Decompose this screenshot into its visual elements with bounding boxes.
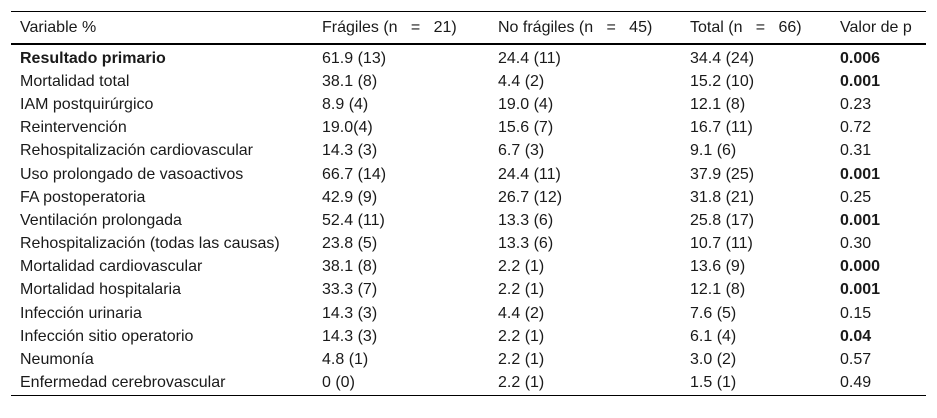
- cell-fragiles: 4.8 (1): [322, 351, 369, 369]
- header-valor-de-p: Valor de p: [840, 11, 926, 45]
- cell-fragiles: 14.3 (3): [322, 327, 378, 345]
- cell-fragiles: 23.8 (5): [322, 235, 378, 253]
- cell-fragiles: 52.4 (11): [322, 211, 385, 229]
- cell-total: 37.9 (25): [690, 165, 755, 183]
- cell-no-fragiles: 2.2 (1): [498, 351, 545, 369]
- table-header-row: Variable % Frágiles (n = 21) No frágiles…: [11, 11, 926, 45]
- cell-p-value: 0.001: [840, 281, 881, 299]
- header-total: Total (n = 66): [690, 11, 840, 45]
- cell-fragiles: 61.9 (13): [322, 49, 387, 67]
- cell-variable: Ventilación prolongada: [20, 211, 182, 229]
- table-row: Infección sitio operatorio 14.3 (3) 2.2 (1…: [11, 325, 926, 348]
- cell-variable: Infección urinaria: [20, 304, 142, 322]
- cell-variable: Mortalidad cardiovascular: [20, 258, 203, 276]
- table-row: Neumonía 4.8 (1) 2.2 (1) 3.0 (2) 0.57: [11, 348, 926, 371]
- table-row: FA postoperatoria 42.9 (9) 26.7 (12) 31.8 (…: [11, 186, 926, 209]
- table-row: Ventilación prolongada 52.4 (11) 13.3 (6) 2…: [11, 209, 926, 232]
- cell-total: 12.1 (8): [690, 95, 746, 113]
- cell-fragiles: 8.9 (4): [322, 95, 369, 113]
- table-row: Rehospitalización cardiovascular 14.3 (3)…: [11, 140, 926, 163]
- cell-fragiles: 38.1 (8): [322, 258, 378, 276]
- cell-total: 34.4 (24): [690, 49, 755, 67]
- table-row: Mortalidad cardiovascular 38.1 (8) 2.2 (1)…: [11, 256, 926, 279]
- cell-p-value: 0.57: [840, 351, 872, 369]
- cell-total: 6.1 (4): [690, 327, 737, 345]
- cell-p-value: 0.31: [840, 142, 872, 160]
- table-row: Rehospitalización (todas las causas) 23.8…: [11, 233, 926, 256]
- table-row: IAM postquirúrgico 8.9 (4) 19.0 (4) 12.1 (8…: [11, 93, 926, 116]
- cell-variable: Infección sitio operatorio: [20, 327, 194, 345]
- header-no-fragiles: No frágiles (n = 45): [498, 11, 690, 45]
- cell-p-value: 0.49: [840, 374, 872, 392]
- cell-no-fragiles: 24.4 (11): [498, 49, 561, 67]
- cell-no-fragiles: 2.2 (1): [498, 327, 545, 345]
- outcomes-table: Variable % Frágiles (n = 21) No frágiles…: [11, 11, 926, 396]
- cell-p-value: 0.04: [840, 327, 872, 345]
- cell-fragiles: 38.1 (8): [322, 72, 378, 90]
- cell-p-value: 0.000: [840, 258, 881, 276]
- cell-total: 25.8 (17): [690, 211, 755, 229]
- cell-variable: Uso prolongado de vasoactivos: [20, 165, 244, 183]
- table-row: Mortalidad total 38.1 (8) 4.4 (2) 15.2 (10)…: [11, 70, 926, 93]
- cell-no-fragiles: 4.4 (2): [498, 304, 545, 322]
- cell-total: 12.1 (8): [690, 281, 746, 299]
- cell-no-fragiles: 2.2 (1): [498, 281, 545, 299]
- cell-variable: Resultado primario: [20, 49, 166, 67]
- cell-p-value: 0.001: [840, 72, 881, 90]
- cell-p-value: 0.72: [840, 119, 872, 137]
- cell-variable: Rehospitalización cardiovascular: [20, 142, 254, 160]
- cell-total: 13.6 (9): [690, 258, 746, 276]
- cell-fragiles: 42.9 (9): [322, 188, 378, 206]
- cell-variable: Mortalidad hospitalaria: [20, 281, 181, 299]
- cell-no-fragiles: 2.2 (1): [498, 374, 545, 392]
- cell-p-value: 0.001: [840, 165, 881, 183]
- cell-no-fragiles: 6.7 (3): [498, 142, 545, 160]
- cell-p-value: 0.25: [840, 188, 872, 206]
- cell-no-fragiles: 24.4 (11): [498, 165, 561, 183]
- cell-p-value: 0.30: [840, 235, 872, 253]
- cell-no-fragiles: 15.6 (7): [498, 119, 554, 137]
- cell-no-fragiles: 4.4 (2): [498, 72, 545, 90]
- table-row: Infección urinaria 14.3 (3) 4.4 (2) 7.6 (5)…: [11, 302, 926, 325]
- table-row: Resultado primario 61.9 (13) 24.4 (11) 34.4…: [11, 44, 926, 70]
- table-row: Enfermedad cerebrovascular 0 (0) 2.2 (1) 1.…: [11, 372, 926, 396]
- cell-no-fragiles: 26.7 (12): [498, 188, 563, 206]
- cell-variable: IAM postquirúrgico: [20, 95, 154, 113]
- cell-total: 31.8 (21): [690, 188, 755, 206]
- cell-total: 3.0 (2): [690, 351, 737, 369]
- table-body: Resultado primario 61.9 (13) 24.4 (11) 34.4…: [11, 44, 926, 395]
- cell-total: 15.2 (10): [690, 72, 755, 90]
- cell-no-fragiles: 13.3 (6): [498, 211, 554, 229]
- document-page: Variable % Frágiles (n = 21) No frágiles…: [0, 11, 937, 418]
- cell-fragiles: 14.3 (3): [322, 304, 378, 322]
- cell-no-fragiles: 13.3 (6): [498, 235, 554, 253]
- cell-variable: Neumonía: [20, 351, 94, 369]
- cell-variable: Enfermedad cerebrovascular: [20, 374, 226, 392]
- cell-total: 10.7 (11): [690, 235, 753, 253]
- cell-p-value: 0.15: [840, 304, 872, 322]
- table-row: Reintervención 19.0(4) 15.6 (7) 16.7 (11) 0.…: [11, 117, 926, 140]
- cell-variable: FA postoperatoria: [20, 188, 146, 206]
- header-fragiles: Frágiles (n = 21): [322, 11, 498, 45]
- cell-fragiles: 14.3 (3): [322, 142, 378, 160]
- cell-no-fragiles: 19.0 (4): [498, 95, 554, 113]
- table-row: Uso prolongado de vasoactivos 66.7 (14) 24…: [11, 163, 926, 186]
- table-row: Mortalidad hospitalaria 33.3 (7) 2.2 (1) 12…: [11, 279, 926, 302]
- cell-total: 9.1 (6): [690, 142, 737, 160]
- cell-fragiles: 66.7 (14): [322, 165, 387, 183]
- cell-variable: Mortalidad total: [20, 72, 130, 90]
- cell-total: 1.5 (1): [690, 374, 737, 392]
- cell-variable: Rehospitalización (todas las causas): [20, 235, 280, 253]
- cell-fragiles: 0 (0): [322, 374, 355, 392]
- cell-variable: Reintervención: [20, 119, 127, 137]
- cell-p-value: 0.006: [840, 49, 881, 67]
- cell-fragiles: 19.0(4): [322, 119, 373, 137]
- header-variable: Variable %: [11, 11, 322, 45]
- cell-no-fragiles: 2.2 (1): [498, 258, 545, 276]
- cell-p-value: 0.23: [840, 95, 872, 113]
- cell-total: 7.6 (5): [690, 304, 737, 322]
- cell-p-value: 0.001: [840, 211, 881, 229]
- cell-total: 16.7 (11): [690, 119, 753, 137]
- cell-fragiles: 33.3 (7): [322, 281, 378, 299]
